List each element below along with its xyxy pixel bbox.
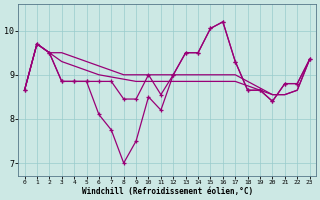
X-axis label: Windchill (Refroidissement éolien,°C): Windchill (Refroidissement éolien,°C) xyxy=(82,187,253,196)
